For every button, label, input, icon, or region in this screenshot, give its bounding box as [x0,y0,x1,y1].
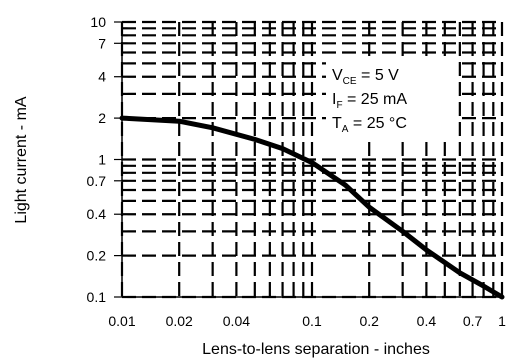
grid [120,20,504,299]
annotation-text: TA = 25 °C [332,115,407,135]
annotation-text: VCE = 5 V [332,67,399,87]
x-tick-label: 0.2 [359,313,379,329]
x-tick-labels: 0.01 0.02 0.04 0.1 0.2 0.4 0.7 1 [108,313,506,329]
annotation-text: IF = 25 mA [332,91,407,111]
y-tick-label: 0.4 [87,206,107,222]
y-tick-label: 10 [90,14,106,30]
x-tick-label: 0.04 [223,313,250,329]
y-tick-label: 4 [98,69,106,85]
y-tick-label: 0.2 [87,248,107,264]
y-tick-label: 0.7 [87,173,107,189]
x-tick-label: 0.7 [463,313,483,329]
x-axis-label: Lens-to-lens separation - inches [202,341,430,358]
y-tick-label: 0.1 [87,289,107,305]
y-tick-label: 2 [98,110,106,126]
y-axis-label: Light current - mA [13,96,30,223]
annotations: VCE = 5 V IF = 25 mA TA = 25 °C [332,67,407,135]
y-tick-labels: 10 7 4 2 1 0.7 0.4 0.2 0.1 [87,14,122,305]
x-tick-label: 0.01 [108,313,135,329]
x-tick-label: 0.4 [417,313,437,329]
y-tick-label: 1 [98,152,106,168]
y-tick-label: 7 [98,35,106,51]
x-tick-label: 0.1 [302,313,322,329]
x-tick-label: 1 [498,313,506,329]
series-line [119,115,505,300]
x-tick-label: 0.02 [166,313,193,329]
annotation-background [326,58,458,142]
